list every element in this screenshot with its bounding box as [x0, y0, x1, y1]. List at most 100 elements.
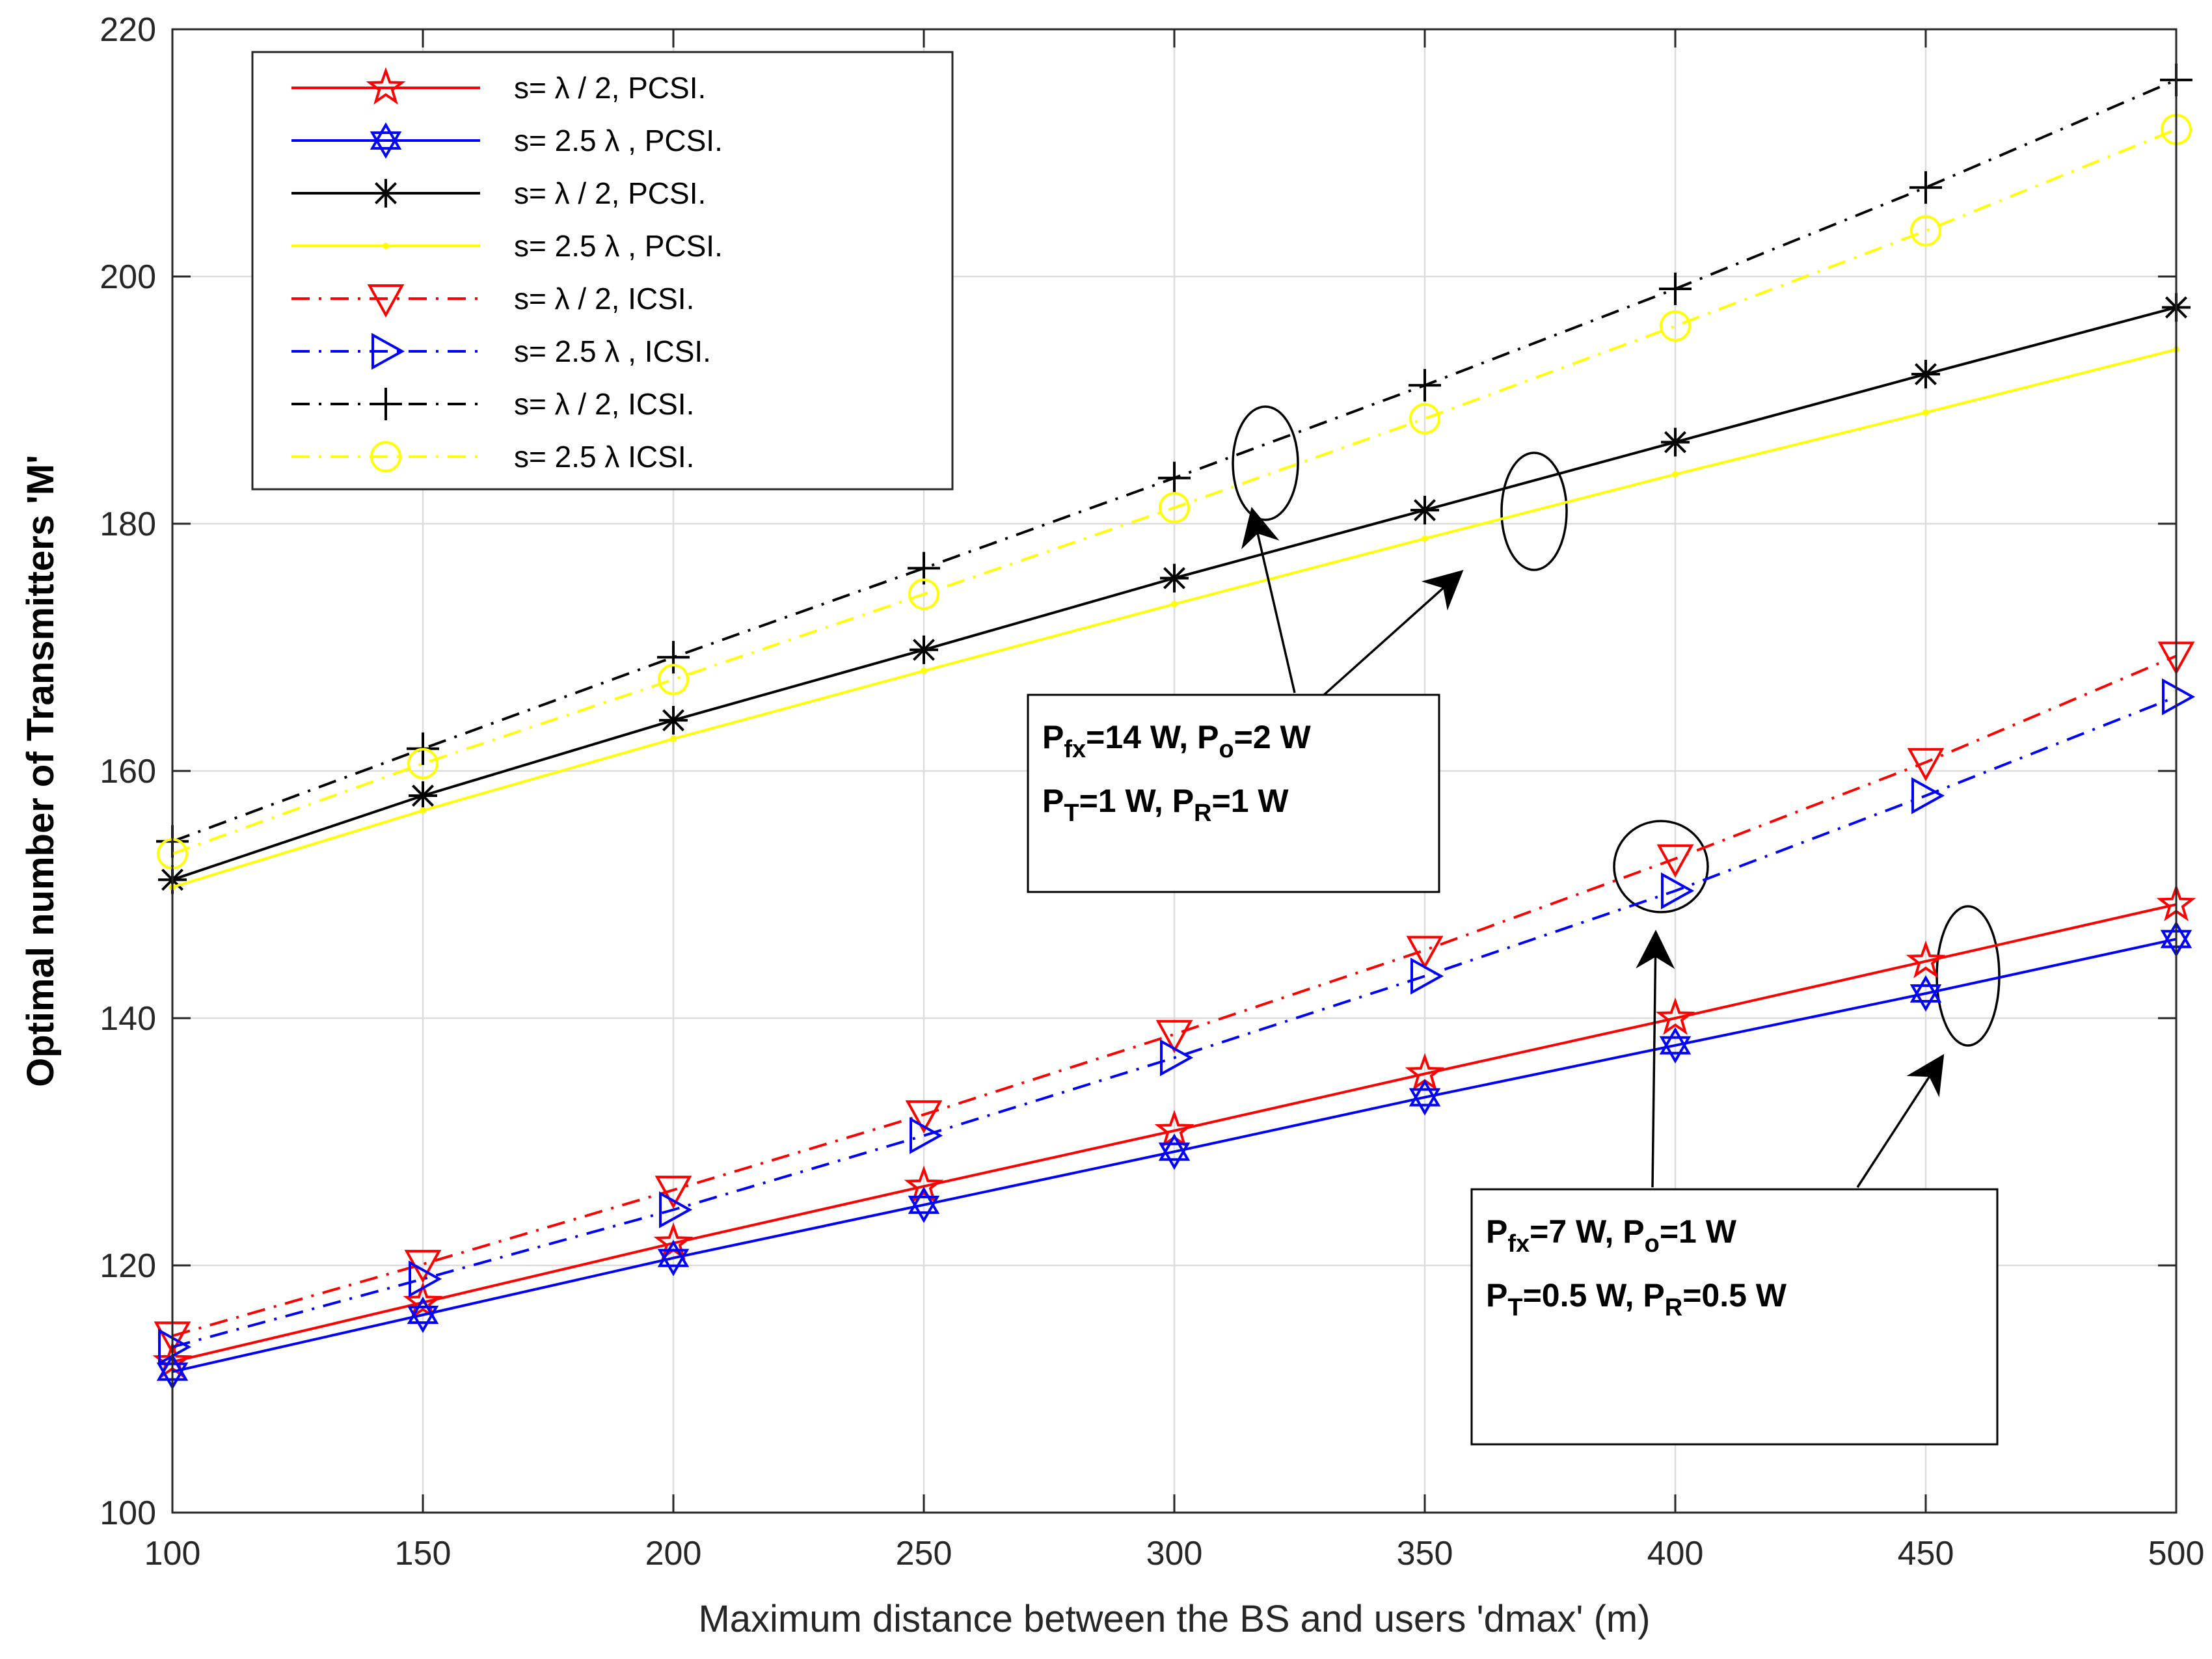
data-point-marker — [1406, 936, 1444, 969]
data-point-marker — [1158, 1142, 1191, 1170]
data-point-marker — [1163, 567, 1185, 589]
series-3 — [158, 293, 2191, 895]
y-tick-label: 140 — [100, 1000, 156, 1038]
data-point-marker — [659, 1191, 693, 1228]
data-point-marker — [1909, 975, 1942, 1003]
data-point-marker — [654, 1176, 692, 1209]
data-point-marker — [1672, 471, 1679, 478]
data-point-marker — [1171, 600, 1178, 608]
legend-entry: s= 2.5 λ , PCSI. — [291, 229, 723, 263]
annotation-lower-group: Pfx=7 W, Po=1 W PT=0.5 W, PR=0.5 W — [1470, 1188, 1999, 1446]
group-ellipse — [1500, 452, 1568, 571]
legend-entry: s= 2.5 λ ICSI. — [291, 440, 694, 474]
data-point-marker — [420, 807, 426, 814]
annotation-arrow — [1856, 1053, 1945, 1188]
legend-label: s= 2.5 λ , ICSI. — [514, 334, 711, 368]
legend-label: s= λ / 2, PCSI. — [514, 176, 706, 210]
data-point-marker — [370, 441, 401, 472]
annotation-box — [1027, 694, 1440, 893]
data-point-marker — [383, 243, 389, 249]
data-point-marker — [1422, 535, 1428, 542]
data-point-marker — [905, 1100, 943, 1134]
axis-ticks: 100 150 200 250 300 350 400 450 500 100 120 140 160 1… — [100, 11, 2204, 1572]
data-point-marker — [1409, 403, 1440, 435]
series-line — [172, 695, 2177, 1349]
x-tick-label: 100 — [144, 1535, 201, 1572]
legend-entry: s= λ / 2, PCSI. — [291, 67, 706, 105]
data-point-marker — [1907, 748, 1945, 781]
data-point-marker — [407, 748, 438, 779]
y-tick-label: 200 — [100, 258, 156, 296]
data-point-marker — [1910, 215, 1941, 247]
x-tick-label: 300 — [1146, 1535, 1203, 1572]
series-8 — [157, 113, 2192, 870]
series-7 — [156, 63, 2192, 858]
y-tick-label: 180 — [100, 506, 156, 543]
data-point-marker — [1409, 1079, 1441, 1107]
y-tick-label: 120 — [100, 1247, 156, 1285]
legend-label: s= λ / 2, ICSI. — [514, 387, 694, 421]
legend-entry: s= λ / 2, PCSI. — [291, 176, 706, 210]
data-point-marker — [662, 709, 684, 732]
legend-box — [251, 51, 954, 491]
data-point-marker — [1158, 1133, 1191, 1161]
data-point-marker — [657, 1248, 690, 1276]
data-point-marker — [1664, 431, 1686, 453]
legend-entry: s= λ / 2, ICSI. — [291, 387, 694, 421]
data-point-marker — [370, 122, 402, 150]
data-point-marker — [658, 664, 689, 695]
series-4 — [169, 346, 2179, 891]
data-point-marker — [1915, 363, 1937, 386]
data-point-marker — [908, 1186, 940, 1214]
annotation-text: PT=1 W, PR=1 W — [1042, 783, 1289, 827]
legend-entry: s= 2.5 λ , PCSI. — [291, 122, 723, 159]
legend-entry: s= λ / 2, ICSI. — [291, 282, 694, 318]
legend-label: s= 2.5 λ ICSI. — [514, 440, 694, 474]
series-line — [172, 937, 2177, 1373]
data-point-marker — [1661, 872, 1695, 910]
data-point-marker — [1659, 1027, 1692, 1055]
data-point-marker — [904, 1165, 944, 1204]
data-point-marker — [158, 1329, 192, 1366]
x-tick-label: 150 — [395, 1535, 452, 1572]
x-tick-label: 250 — [896, 1535, 952, 1572]
data-point-marker — [366, 67, 406, 105]
legend: s= λ / 2, PCSI. s= 2.5 λ , PCSI. s= λ / 2,… — [251, 51, 954, 491]
annotation-box — [1470, 1188, 1999, 1446]
y-axis-label: Optimal number of Transmitters 'M' — [20, 455, 62, 1087]
data-point-marker — [1909, 984, 1942, 1012]
series-6 — [158, 678, 2196, 1366]
legend-label: s= λ / 2, ICSI. — [514, 282, 694, 316]
data-point-marker — [1660, 310, 1691, 342]
x-tick-label: 500 — [2148, 1535, 2205, 1572]
data-point-marker — [908, 1195, 940, 1223]
x-tick-label: 200 — [645, 1535, 702, 1572]
series-layer — [152, 63, 2196, 1390]
data-point-marker — [1659, 1036, 1692, 1064]
annotation-arrow — [1636, 930, 1675, 1188]
data-point-marker — [1911, 777, 1945, 815]
legend-label: s= λ / 2, PCSI. — [514, 71, 706, 105]
annotation-text: Pfx=14 W, Po=2 W — [1042, 719, 1312, 763]
data-point-marker — [1414, 499, 1436, 522]
annotation-upper-group: Pfx=14 W, Po=2 W PT=1 W, PR=1 W — [1027, 694, 1440, 893]
data-point-marker — [412, 785, 434, 807]
y-tick-label: 220 — [100, 11, 156, 49]
data-point-marker — [375, 182, 397, 204]
x-tick-label: 350 — [1397, 1535, 1453, 1572]
group-ellipse — [1613, 820, 1709, 913]
data-point-marker — [1922, 409, 1929, 416]
data-point-marker — [1906, 940, 1946, 978]
data-point-marker — [403, 1282, 443, 1319]
data-point-marker — [657, 1239, 690, 1267]
data-point-marker — [1159, 492, 1190, 524]
annotations: Pfx=14 W, Po=2 W PT=1 W, PR=1 W Pfx=7 W, P… — [1027, 507, 1999, 1446]
data-point-marker — [371, 332, 405, 370]
data-point-marker — [1410, 958, 1444, 995]
annotation-text: PT=0.5 W, PR=0.5 W — [1486, 1277, 1787, 1321]
annotation-text: Pfx=7 W, Po=1 W — [1486, 1213, 1737, 1258]
data-point-marker — [1160, 1039, 1194, 1077]
y-tick-label: 160 — [100, 753, 156, 790]
data-point-marker — [407, 1306, 439, 1333]
